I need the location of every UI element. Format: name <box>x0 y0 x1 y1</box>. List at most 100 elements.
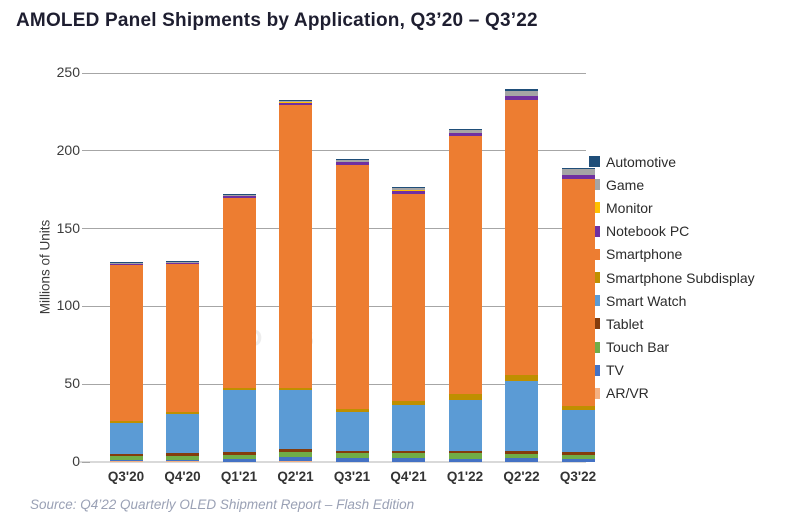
bar-segment <box>335 453 369 459</box>
y-tick-label: 250 <box>56 64 80 80</box>
bar-segment <box>222 196 256 199</box>
x-tick-label: Q3'22 <box>559 469 597 484</box>
bar-segment <box>505 91 538 96</box>
bar-segment <box>448 129 482 133</box>
legend-label: Automotive <box>606 153 677 170</box>
x-tick-label: Q2'22 <box>503 469 540 484</box>
bar-segment <box>166 261 199 263</box>
bar-segment <box>166 459 199 461</box>
bar-segment <box>505 453 538 458</box>
bar-segment <box>448 128 482 130</box>
legend-swatch <box>589 156 600 168</box>
bar-segment <box>335 411 369 451</box>
bar-segment <box>222 458 256 462</box>
bar-segment <box>561 168 595 170</box>
bar-segment <box>505 100 538 376</box>
bar-segment <box>166 414 199 454</box>
legend-swatch <box>589 364 600 376</box>
bar-segment <box>392 450 425 454</box>
bar-segment <box>561 169 595 175</box>
legend-swatch <box>589 341 600 353</box>
bar-segment <box>448 450 482 454</box>
x-axis-line <box>80 461 586 463</box>
x-tick-label: Q3'21 <box>333 469 371 484</box>
bar-segment <box>222 390 256 453</box>
bar-segment <box>222 388 256 391</box>
bar-segment <box>392 190 425 194</box>
bar-segment <box>561 454 595 459</box>
bar-segment <box>279 104 312 389</box>
bar-segment <box>109 422 143 454</box>
bar-segment <box>561 451 595 455</box>
legend-label: Game <box>606 176 645 193</box>
y-tick-mark <box>82 383 90 385</box>
y-tick-label: 100 <box>56 297 80 314</box>
legend-swatch <box>589 202 600 214</box>
bar-segment <box>392 453 425 459</box>
plot-area: 050100150200250DSCCQ3'20Q4'20Q1'21Q2'21Q… <box>57 64 596 484</box>
bar-segment <box>505 451 538 454</box>
y-tick-mark <box>82 228 90 230</box>
bar-segment <box>222 198 256 389</box>
legend-item-ar-vr: AR/VR <box>589 382 797 405</box>
bar-segment <box>279 457 312 462</box>
bar-segment <box>279 100 312 102</box>
y-tick-mark <box>82 305 90 307</box>
bar-segment <box>561 175 595 180</box>
bar-segment <box>335 159 369 161</box>
bar-segment <box>109 460 143 462</box>
bar-segment <box>505 96 538 101</box>
bar-segment <box>392 458 425 462</box>
bar-segment <box>505 375 538 382</box>
y-tick-label: 50 <box>64 375 80 392</box>
legend-label: Notebook PC <box>606 223 690 240</box>
legend-label: Touch Bar <box>606 339 670 356</box>
legend-item-touch-bar: Touch Bar <box>589 336 797 359</box>
legend-swatch <box>589 225 600 237</box>
legend-item-tablet: Tablet <box>589 312 797 335</box>
y-tick-mark <box>82 150 90 152</box>
bar-segment <box>166 260 199 262</box>
legend-label: TV <box>606 362 624 379</box>
bar-segment <box>561 410 595 452</box>
gridline-250 <box>90 72 586 74</box>
legend-swatch <box>589 248 600 260</box>
legend-label: Monitor <box>606 199 653 216</box>
legend-swatch <box>589 387 600 399</box>
legend-label: Smartphone <box>606 246 683 263</box>
legend-label: AR/VR <box>606 385 649 402</box>
legend-swatch <box>589 272 600 284</box>
legend-item-game: Game <box>589 173 797 196</box>
bar-segment <box>109 420 143 423</box>
bar-segment <box>222 454 256 459</box>
x-tick-label: Q4'21 <box>390 469 427 484</box>
bar-segment <box>166 460 199 462</box>
y-tick-label: 200 <box>56 141 80 158</box>
x-tick-label: Q2'21 <box>277 469 314 484</box>
bar-segment <box>166 455 199 460</box>
bar-segment <box>335 450 369 454</box>
bar-segment <box>448 133 482 137</box>
legend-label: Tablet <box>606 315 644 332</box>
bar-segment <box>109 456 143 460</box>
bar-segment <box>279 388 312 391</box>
bar-segment <box>505 88 538 92</box>
bar-segment <box>335 409 369 412</box>
bar-segment <box>222 195 256 197</box>
bar-segment <box>166 263 199 265</box>
bar-segment <box>561 458 595 462</box>
legend-swatch <box>589 295 600 307</box>
gridline-200 <box>90 150 586 152</box>
bar-segment <box>279 102 312 105</box>
bar-segment <box>448 136 482 394</box>
x-tick-label: Q1'21 <box>220 469 258 484</box>
bar-segment <box>109 453 143 457</box>
bar-segment <box>335 162 369 165</box>
bar-segment <box>392 186 425 188</box>
bar-segment <box>561 406 595 411</box>
legend-label: Smart Watch <box>606 292 687 309</box>
y-tick-mark <box>82 461 90 463</box>
bar-segment <box>109 262 143 264</box>
legend-item-automotive: Automotive <box>589 150 797 173</box>
bar-segment <box>448 393 482 400</box>
